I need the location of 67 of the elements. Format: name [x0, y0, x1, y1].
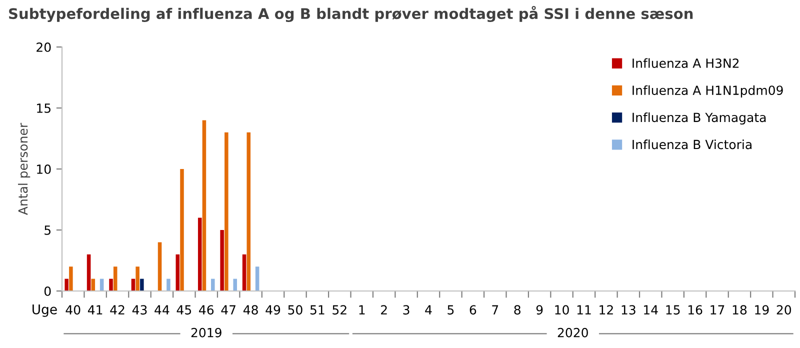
x-tick-label: 6 [470, 305, 476, 315]
x-tick-label: 42 [110, 305, 124, 314]
legend-label: Influenza A H1N1pdm09 [632, 85, 783, 98]
x-tick-label: 41 [88, 305, 102, 314]
bar [224, 132, 228, 291]
x-tick-label: 50 [288, 305, 302, 315]
bar [176, 254, 180, 291]
x-tick-label: 17 [710, 305, 724, 314]
bar [233, 278, 237, 291]
y-axis-title: Antal personer [18, 122, 30, 215]
bar [202, 120, 206, 291]
legend-label: Influenza B Yamagata [632, 112, 766, 125]
bar [211, 278, 215, 291]
y-tick-label: 5 [44, 226, 50, 235]
x-tick-label: 3 [403, 305, 410, 315]
x-tick-label: 44 [154, 305, 170, 314]
x-tick-label: 5 [448, 305, 454, 315]
bar [140, 278, 144, 291]
x-tick-label: 48 [243, 305, 258, 315]
bar [246, 132, 251, 291]
x-tick-label: 12 [600, 305, 613, 314]
bar [220, 230, 224, 291]
x-tick-label: 16 [688, 305, 702, 315]
x-tick-label: 8 [514, 305, 520, 315]
x-tick-label: 13 [622, 305, 636, 315]
x-tick-label: 46 [199, 305, 214, 315]
x-tick-label: 47 [221, 305, 236, 314]
x-tick-label: 7 [492, 305, 498, 314]
y-tick-label: 10 [37, 164, 51, 174]
x-tick-label: 45 [176, 305, 192, 315]
bar [166, 278, 170, 291]
x-tick-label: 4 [425, 305, 432, 314]
x-tick-label: 40 [66, 305, 80, 315]
x-tick-label: 14 [644, 305, 658, 314]
bar [69, 266, 73, 291]
bar [64, 278, 68, 291]
x-tick-label: 51 [310, 305, 324, 315]
x-tick-label: 11 [577, 305, 591, 314]
chart-title: Subtypefordeling af influenza A og B blandt prøver modtaget på SSI i denne sæson [9, 6, 693, 22]
legend-label: Influenza B Victoria [632, 140, 752, 150]
bar [198, 218, 202, 291]
x-tick-label: 49 [266, 305, 280, 315]
bar [242, 254, 246, 291]
bar [255, 266, 260, 291]
legend-label: Influenza A H3N2 [632, 58, 739, 68]
bar [158, 242, 162, 291]
bar [86, 254, 91, 291]
x-tick-label: 2 [381, 305, 387, 314]
y-tick-label: 15 [37, 104, 50, 113]
x-tick-label: 1 [359, 305, 365, 314]
bar [180, 169, 184, 291]
bar [136, 266, 140, 291]
y-tick-label: 20 [36, 42, 51, 52]
x-tick-label: 9 [536, 305, 543, 315]
x-tick-label: 52 [332, 305, 346, 315]
bar [113, 266, 118, 291]
bar [109, 278, 113, 291]
text: 2020 [558, 328, 588, 338]
text: 2019 [191, 328, 222, 338]
x-tick-label: 43 [132, 305, 147, 315]
x-tick-label: 15 [666, 305, 680, 315]
y-tick-label: 0 [44, 286, 51, 296]
x-tick-label: 18 [732, 305, 747, 315]
text: Uge [32, 304, 57, 317]
x-tick-label: 20 [776, 305, 792, 315]
x-tick-label: 19 [755, 305, 769, 315]
x-tick-label: 10 [555, 305, 569, 315]
